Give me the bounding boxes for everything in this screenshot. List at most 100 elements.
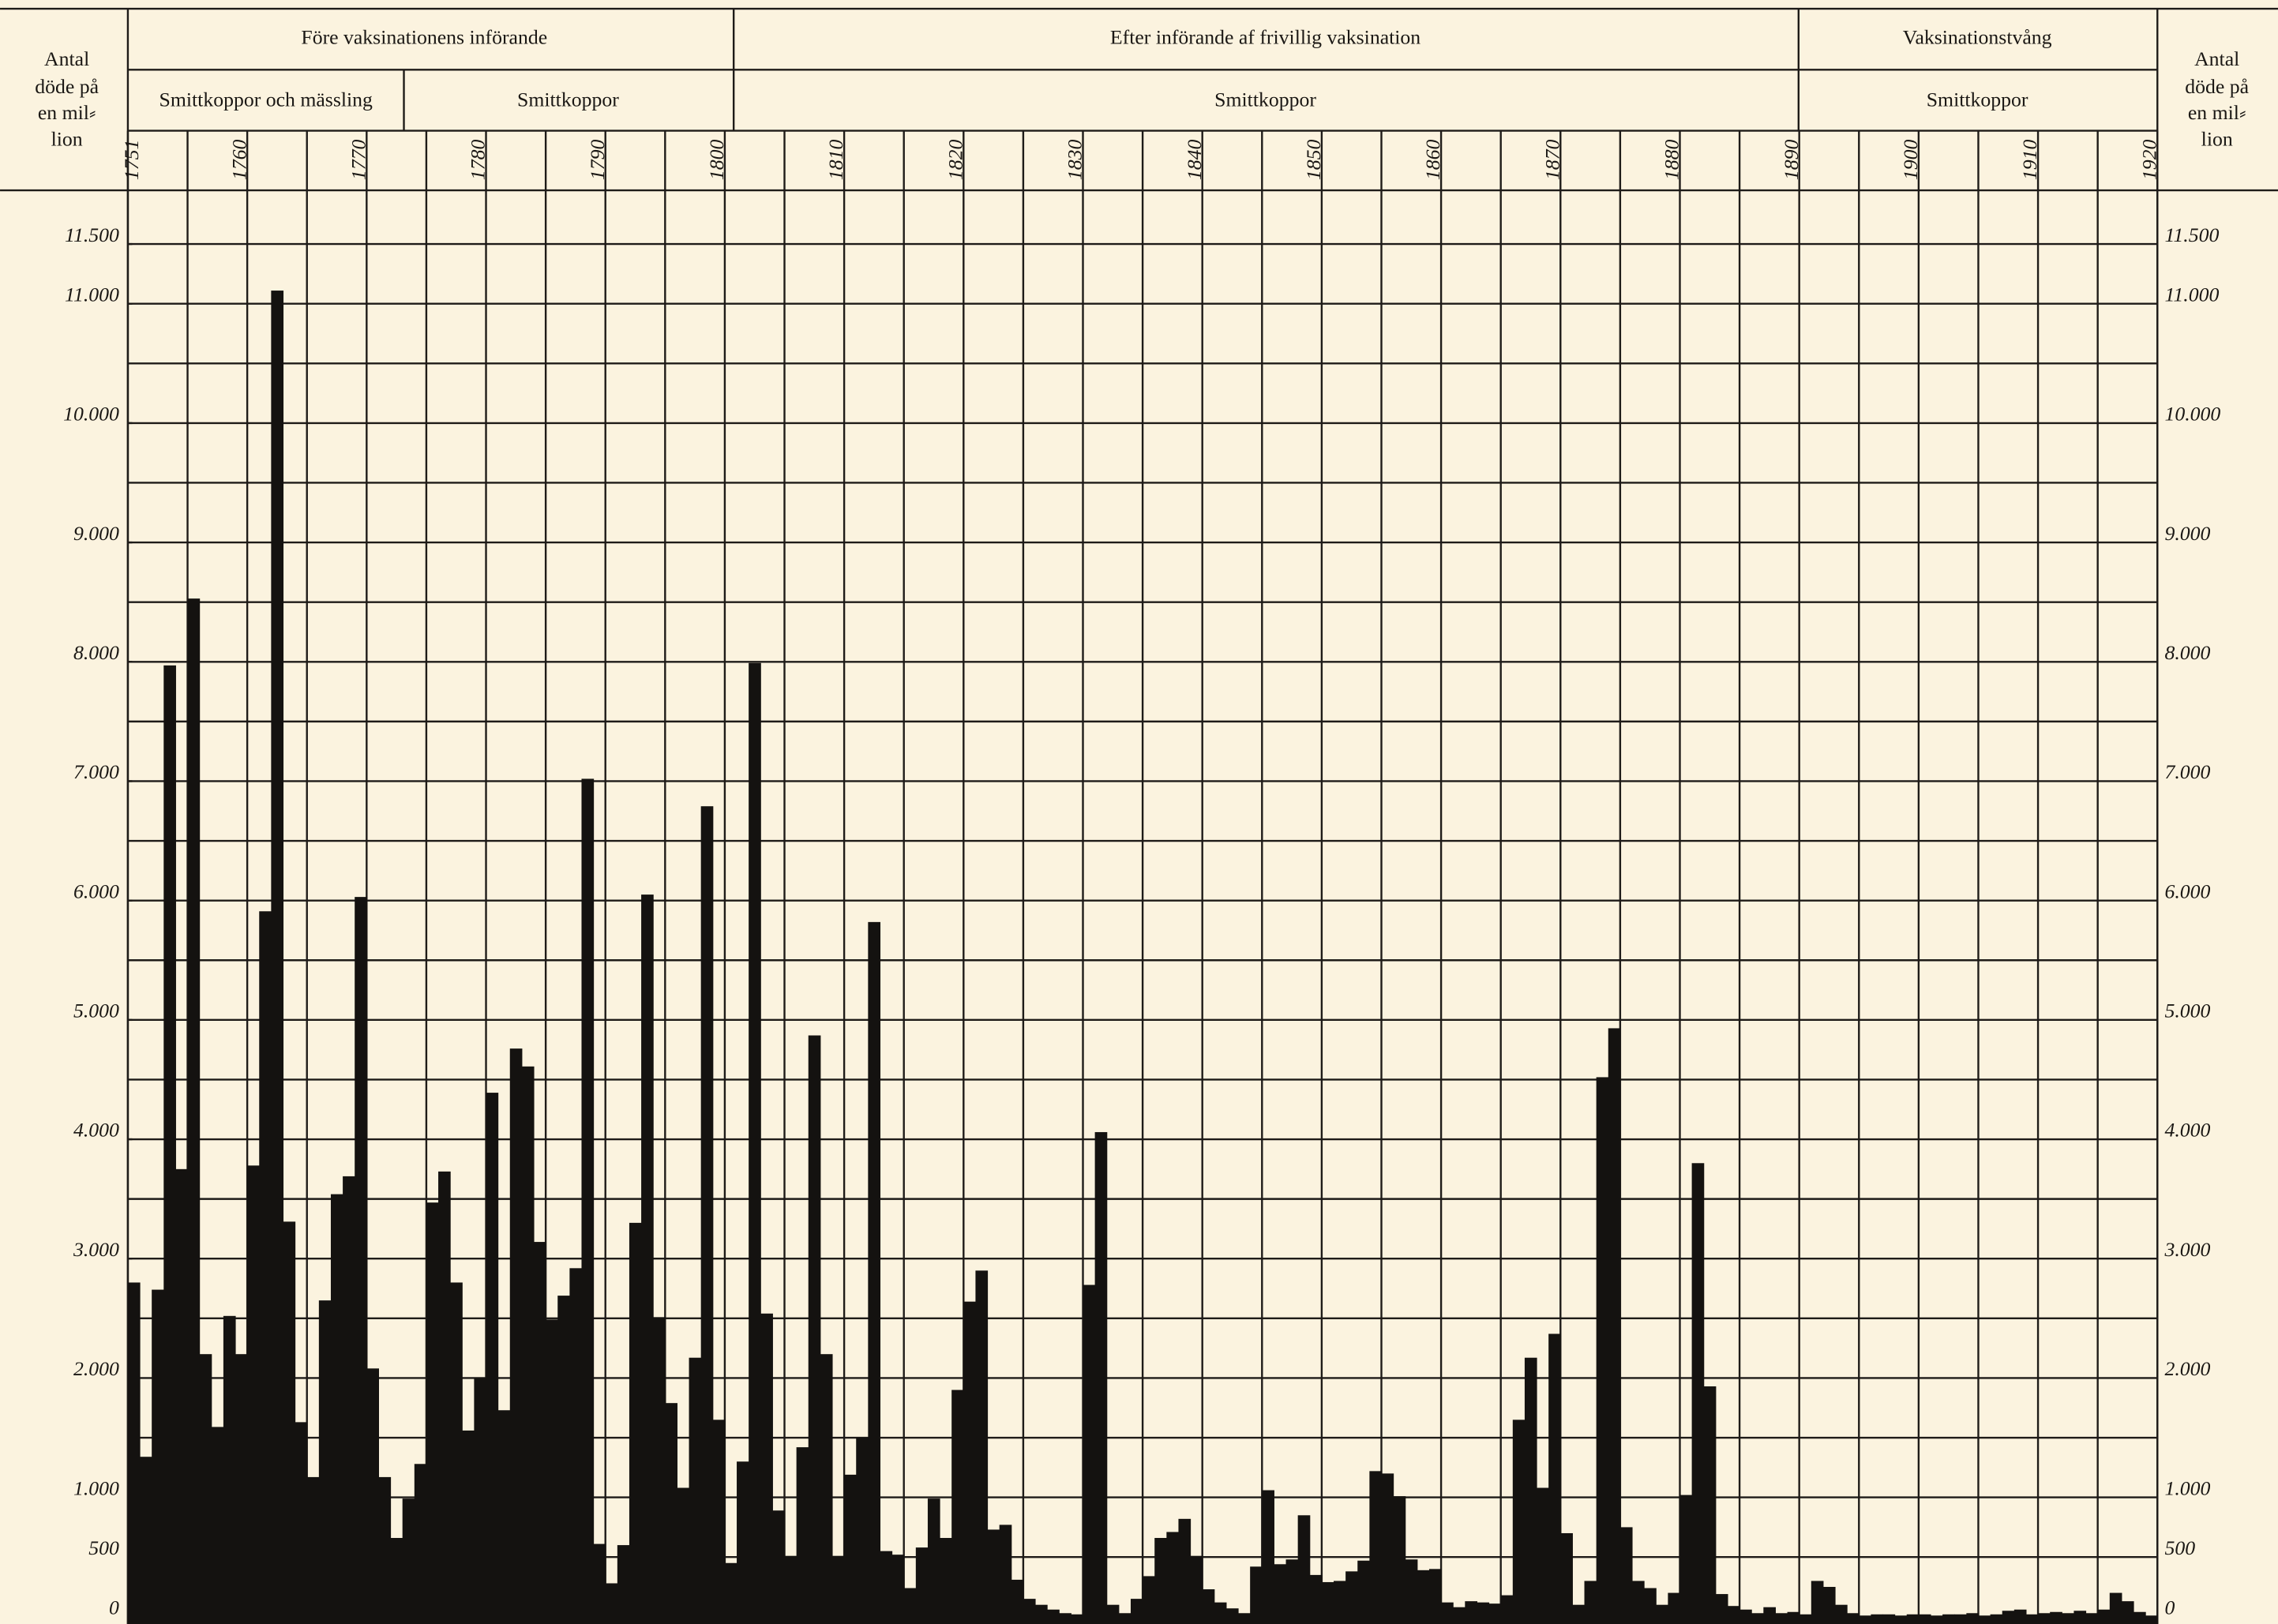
y-tick-label: 500 <box>2164 1536 2195 1559</box>
bar <box>1966 1613 1980 1624</box>
y-tick-label: 0 <box>109 1596 119 1619</box>
bar <box>486 1093 499 1624</box>
bar <box>1644 1588 1657 1624</box>
bar <box>1847 1613 1860 1624</box>
y-tick-label: 8.000 <box>73 641 119 664</box>
x-tick-label: 1780 <box>467 140 490 181</box>
bar <box>856 1438 869 1624</box>
bar <box>2097 1609 2111 1624</box>
x-tick-label: 1910 <box>2018 140 2041 181</box>
bar <box>1285 1559 1299 1624</box>
bar <box>1822 1587 1836 1624</box>
x-tick-label: 1880 <box>1661 140 1683 181</box>
bars <box>127 291 2158 1624</box>
x-tick-label: 1790 <box>586 140 609 181</box>
x-tick-label: 1810 <box>824 140 847 181</box>
bar <box>820 1354 833 1624</box>
bar <box>2134 1611 2146 1624</box>
bar <box>127 1282 141 1624</box>
bar <box>283 1221 296 1624</box>
x-tick-label: 1900 <box>1899 140 1922 181</box>
x-tick-label: 1850 <box>1302 140 1325 181</box>
bar <box>724 1562 737 1624</box>
bar <box>330 1194 343 1624</box>
y-tick-label: 7.000 <box>73 760 119 783</box>
bar <box>737 1461 749 1624</box>
y-tick-label: 11.500 <box>65 223 119 246</box>
bar <box>940 1538 952 1624</box>
bar <box>1787 1611 1800 1624</box>
bar <box>1500 1595 1514 1624</box>
bar <box>2062 1613 2074 1624</box>
bar <box>1369 1471 1383 1624</box>
bar <box>665 1403 677 1624</box>
y-tick-label: 3.000 <box>2164 1238 2210 1261</box>
bar <box>772 1510 786 1624</box>
bar <box>1166 1532 1180 1624</box>
bar <box>306 1476 320 1624</box>
bar <box>1297 1515 1311 1624</box>
y-tick-label: 5.000 <box>2164 1000 2210 1022</box>
bar <box>2121 1601 2134 1624</box>
bar <box>844 1474 857 1624</box>
bar <box>1835 1604 1848 1624</box>
bar <box>569 1268 583 1624</box>
bar <box>927 1498 940 1624</box>
bar <box>474 1378 487 1624</box>
bar <box>140 1457 152 1624</box>
bar <box>593 1543 606 1624</box>
bar <box>1548 1333 1561 1624</box>
x-tick-label: 1820 <box>944 140 966 181</box>
bar <box>1656 1604 1668 1624</box>
bar <box>1679 1495 1693 1624</box>
bar <box>223 1315 236 1624</box>
bar <box>1512 1420 1526 1624</box>
bar <box>1894 1615 1908 1624</box>
bar <box>271 291 284 1624</box>
bar <box>1954 1614 1967 1624</box>
bar <box>629 1222 642 1624</box>
bar <box>521 1066 535 1624</box>
bar <box>1990 1614 2003 1624</box>
bar <box>915 1547 929 1624</box>
bar <box>2025 1614 2039 1624</box>
y-axis-title-right: Antal döde på en mil⸗ lion <box>2185 47 2249 150</box>
bar <box>2002 1611 2015 1624</box>
bar <box>450 1282 463 1624</box>
bar <box>1059 1613 1071 1624</box>
group-header: Vaksinationstvång <box>1903 26 2052 49</box>
bar <box>1405 1559 1418 1624</box>
bar <box>1178 1518 1192 1624</box>
y-axis-title: lion <box>51 127 83 150</box>
bar <box>2050 1611 2062 1624</box>
bar <box>1190 1555 1203 1624</box>
bar <box>1023 1599 1036 1624</box>
bar <box>390 1538 403 1624</box>
bar <box>497 1410 511 1624</box>
bar <box>1584 1581 1597 1624</box>
bar <box>903 1588 917 1624</box>
bar <box>1763 1607 1776 1624</box>
bar <box>1094 1131 1108 1624</box>
bar <box>1799 1614 1812 1624</box>
y-axis-title: en mil⸗ <box>38 101 96 124</box>
bar <box>1488 1603 1502 1624</box>
bar <box>1393 1496 1406 1624</box>
group-header: Före vaksinationens införande <box>301 26 547 49</box>
bar <box>1441 1602 1454 1624</box>
bar <box>1465 1601 1478 1624</box>
bar <box>1882 1614 1896 1624</box>
bar <box>1345 1571 1358 1624</box>
bar <box>1918 1614 1931 1624</box>
bar <box>295 1422 308 1624</box>
bar <box>211 1427 224 1624</box>
bar <box>509 1048 523 1624</box>
x-tick-label: 1890 <box>1780 140 1803 181</box>
bar <box>1524 1357 1537 1624</box>
bar <box>1871 1614 1884 1624</box>
bar <box>2073 1611 2087 1624</box>
y-tick-label: 2.000 <box>73 1357 119 1380</box>
bar <box>1775 1613 1788 1624</box>
bar <box>581 778 595 1624</box>
bar <box>1011 1579 1024 1624</box>
